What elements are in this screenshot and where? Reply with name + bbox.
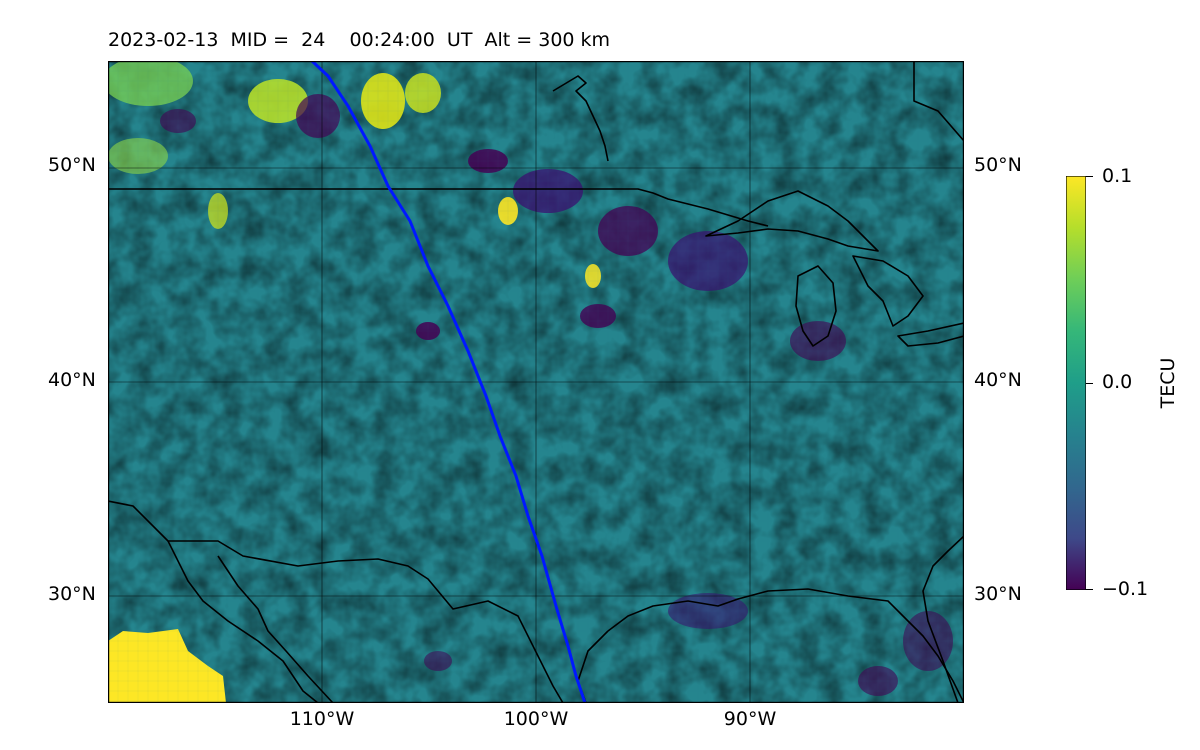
colorbar-label: TECU [1157,357,1179,409]
lat-label-50n-left: 50°N [48,154,96,176]
lake-superior [705,190,879,252]
us-mexico-border [108,500,564,703]
satellite-track [310,61,587,703]
lake-huron [852,255,924,327]
lon-label-110w: 110°W [289,708,355,730]
florida-coast [922,535,964,703]
gulf-coast [607,588,964,703]
lat-label-40n-right: 40°N [974,369,1022,391]
lat-label-30n-right: 30°N [974,583,1022,605]
lat-label-40n-left: 40°N [48,369,96,391]
lat-label-30n-left: 30°N [48,583,96,605]
colorbar-tick-zero: 0.0 [1102,371,1133,393]
map-border [108,61,964,703]
colorbar-tick-max: 0.1 [1102,165,1133,187]
map-title: 2023-02-13 MID = 24 00:24:00 UT Alt = 30… [108,29,611,51]
lon-label-100w: 100°W [503,708,569,730]
baja-gulf-of-california [167,540,319,703]
lat-label-50n-right: 50°N [974,154,1022,176]
baja-peninsula [217,555,334,703]
us-canada-border [108,188,769,227]
lon-label-90w: 90°W [723,708,777,730]
colorbar-tick-mark-bottom [1086,589,1093,590]
hudson-bay-coast [552,75,609,162]
colorbar [1066,176,1086,590]
colorbar-tick-min: −0.1 [1102,578,1149,600]
lake-michigan [795,265,837,347]
tec-map [108,61,964,703]
graticule [108,61,964,703]
colorbar-tick-mark-top [1086,176,1093,177]
hudson-bay-coast-east [913,61,964,142]
colorbar-tick-mark-mid [1086,383,1093,384]
lake-erie-ontario [897,322,964,347]
coastlines-and-borders [108,61,964,703]
